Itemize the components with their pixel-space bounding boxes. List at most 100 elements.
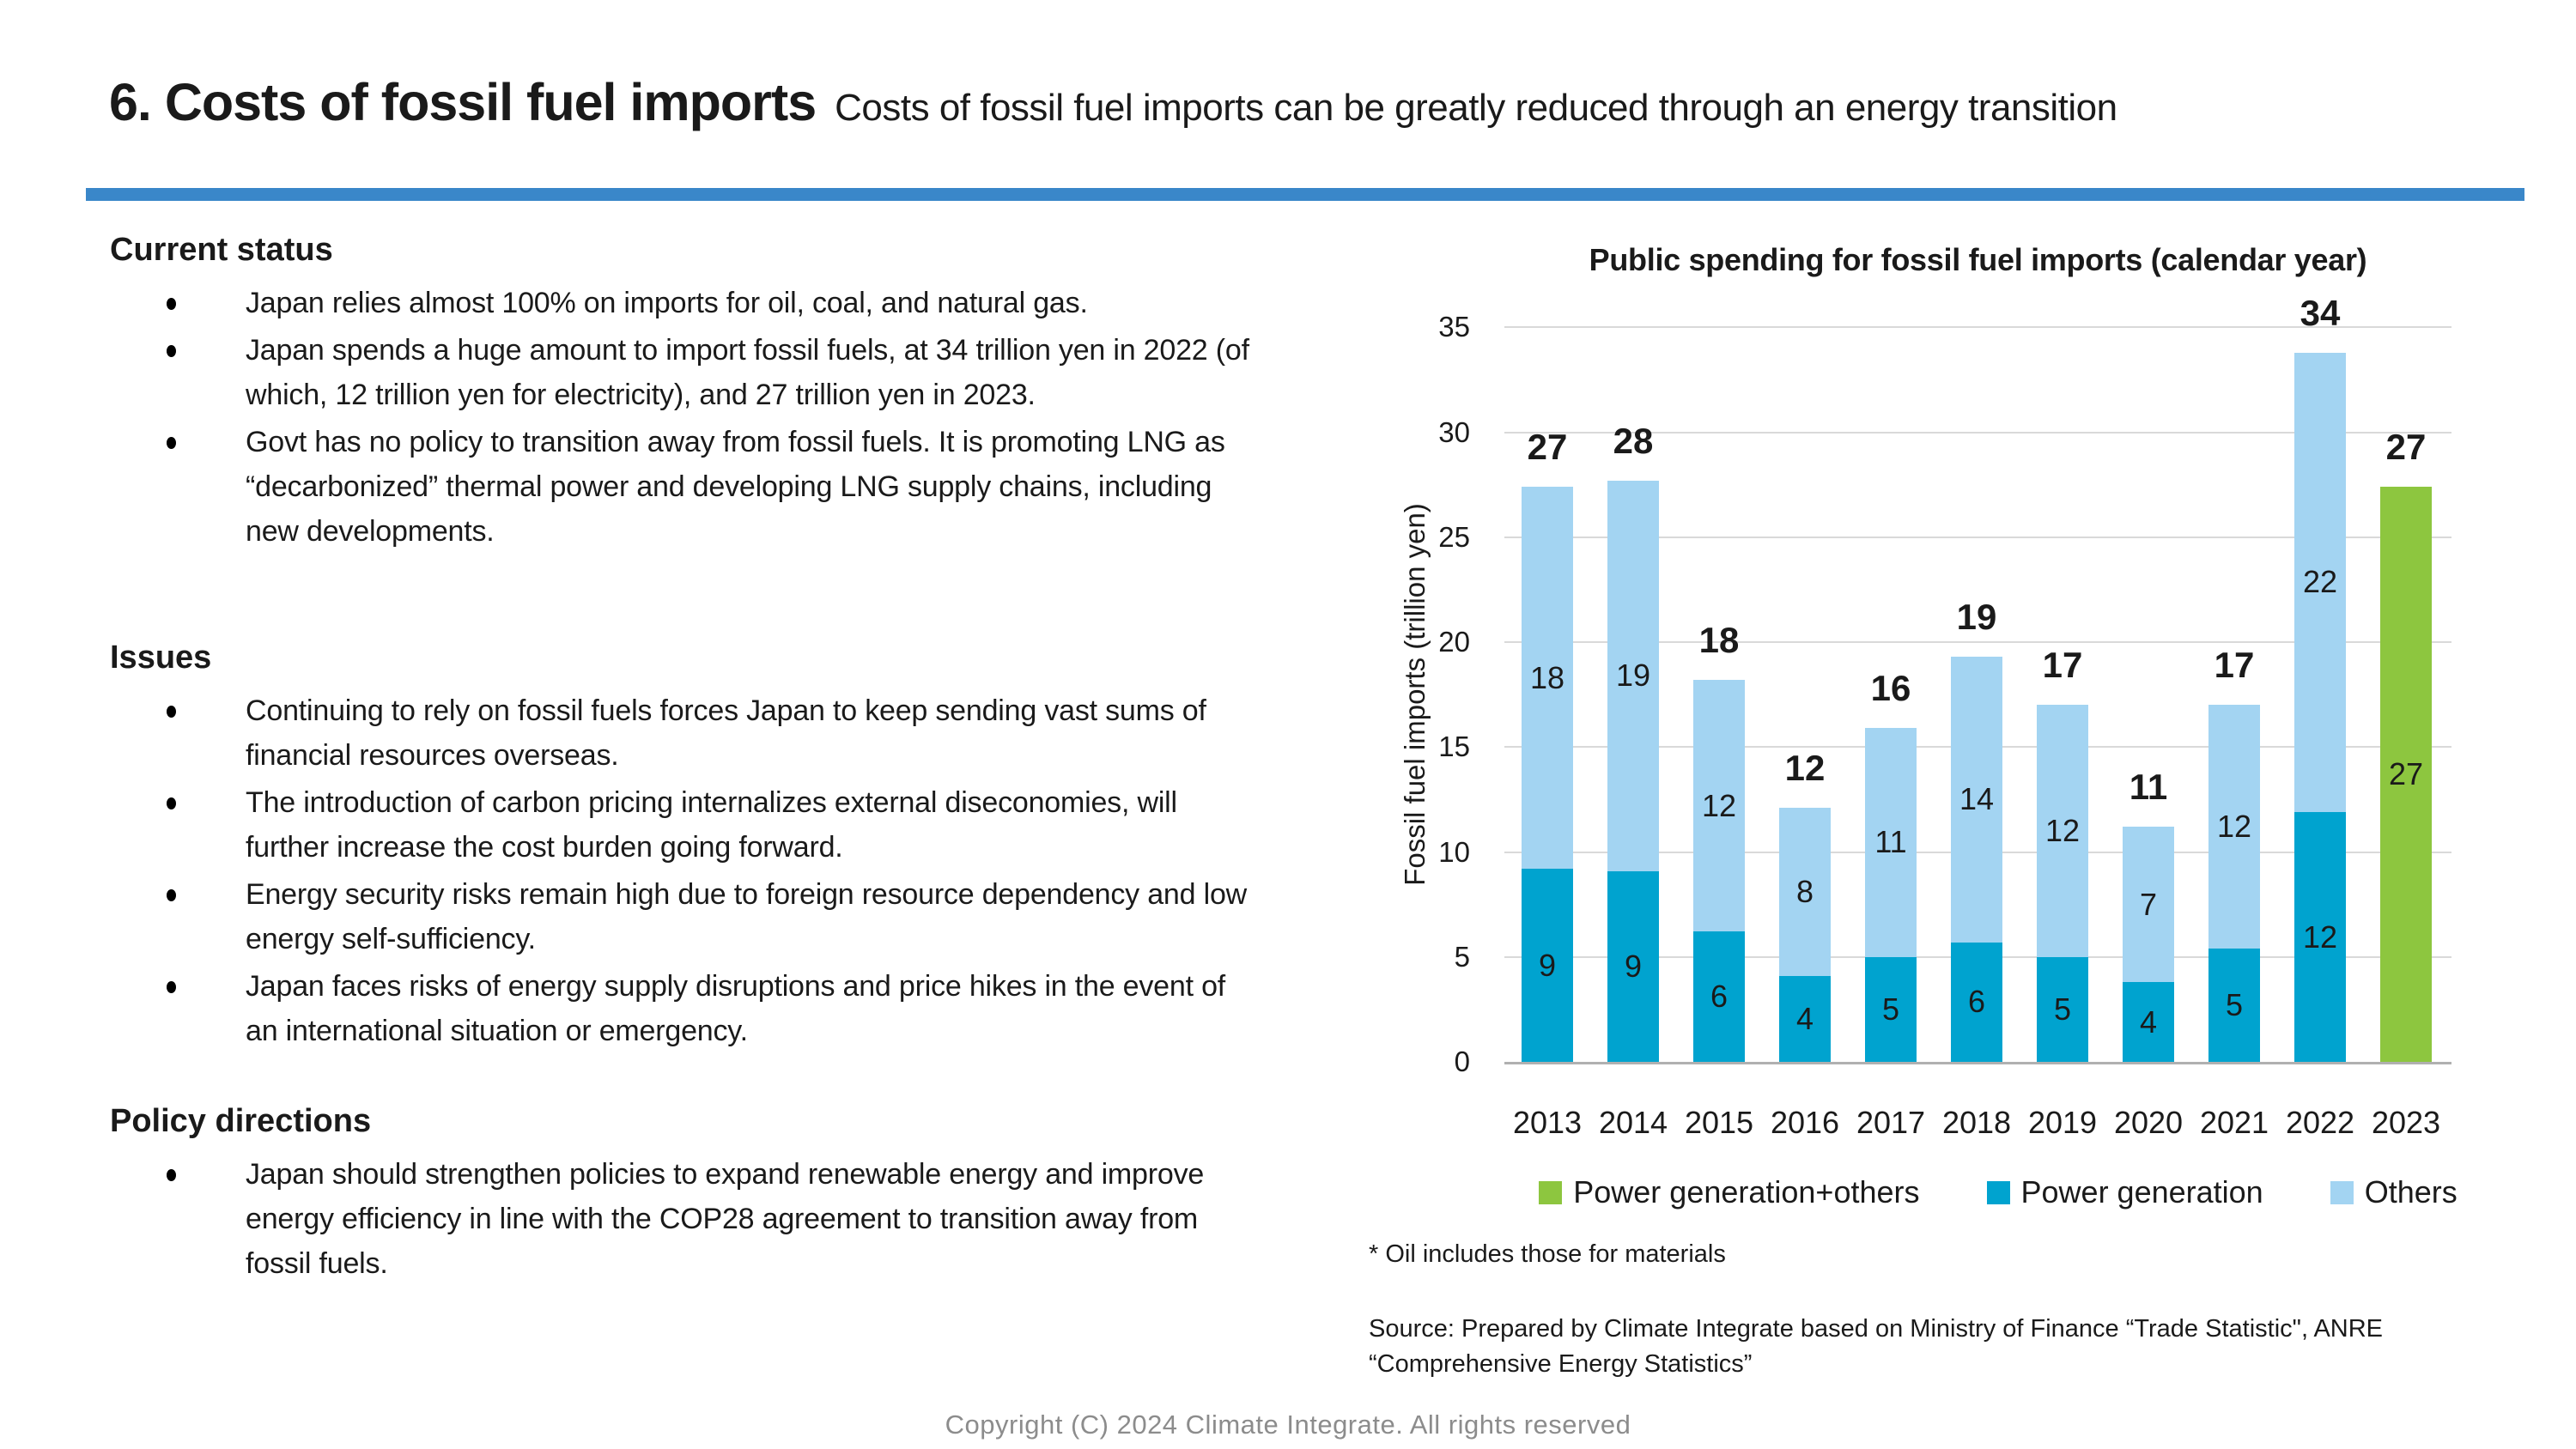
total-value-label: 17 <box>2214 645 2255 686</box>
current-status-list: Japan relies almost 100% on imports for … <box>110 281 1271 554</box>
segment-value-label: 5 <box>2053 991 2072 1027</box>
segment-value-label: 19 <box>1615 658 1651 694</box>
total-value-label: 12 <box>1784 748 1826 789</box>
bar-segment-others <box>1951 657 2002 943</box>
x-axis-tick: 2014 <box>1598 1105 1668 1140</box>
bar-segment-others <box>1693 680 1745 932</box>
bar-segment-power-generation <box>1522 869 1573 1062</box>
segment-value-label: 8 <box>1795 873 1814 909</box>
total-value-label: 17 <box>2042 645 2083 686</box>
x-axis-tick: 2020 <box>2113 1105 2184 1140</box>
segment-value-label: 4 <box>2139 1003 2158 1040</box>
y-axis-tick: 15 <box>1438 731 1470 763</box>
x-axis-line <box>1504 1062 2451 1064</box>
gridline <box>1504 431 2451 433</box>
total-value-label: 28 <box>1613 420 1654 461</box>
total-value-label: 27 <box>1527 427 1568 468</box>
segment-value-label: 6 <box>1710 979 1728 1015</box>
x-axis-tick: 2016 <box>1770 1105 1840 1140</box>
y-axis-tick: 0 <box>1454 1046 1470 1077</box>
bar-segment-power-generation <box>1693 931 1745 1062</box>
bar-segment-power-generation <box>1779 975 1831 1062</box>
x-axis-tick: 2013 <box>1512 1105 1583 1140</box>
legend-item-power-generation-plus-others: Power generation+others <box>1539 1174 1920 1210</box>
bar-segment-power-generation <box>1607 870 1659 1062</box>
bar-segment-others <box>1779 808 1831 976</box>
section-heading-current-status: Current status <box>110 232 333 268</box>
legend-label: Power generation+others <box>1573 1174 1920 1210</box>
page-subtitle: Costs of fossil fuel imports can be grea… <box>835 87 2117 129</box>
section-heading-policy-directions: Policy directions <box>110 1103 372 1139</box>
total-value-label: 34 <box>2300 292 2341 333</box>
gridline <box>1504 536 2451 538</box>
total-value-label: 27 <box>2385 427 2427 468</box>
x-axis-tick: 2023 <box>2371 1105 2441 1140</box>
segment-value-label: 12 <box>2302 919 2338 955</box>
segment-value-label: 4 <box>1795 1000 1814 1036</box>
total-value-label: 18 <box>1698 620 1740 660</box>
total-value-label: 16 <box>1870 668 1911 709</box>
legend-swatch-green <box>1539 1180 1563 1204</box>
copyright-notice: Copyright (C) 2024 Climate Integrate. Al… <box>945 1410 1631 1440</box>
bar-segment-power-generation <box>1865 956 1917 1062</box>
y-axis-tick: 10 <box>1438 835 1470 868</box>
segment-value-label: 5 <box>2225 986 2244 1022</box>
bullet-item: Japan should strengthen policies to expa… <box>110 1152 1255 1286</box>
gridline <box>1504 641 2451 643</box>
chart-source-line2: “Comprehensive Energy Statistics” <box>1369 1350 1753 1378</box>
bullet-item: Japan spends a huge amount to import fos… <box>110 328 1255 417</box>
chart-footnote: * Oil includes those for materials <box>1369 1240 1726 1268</box>
bar-segment-power-generation <box>2208 948 2260 1062</box>
y-axis-title: Fossil fuel imports (trillion yen) <box>1399 503 1431 886</box>
legend-item-others: Others <box>2330 1174 2458 1210</box>
segment-value-label: 22 <box>2302 564 2338 600</box>
segment-value-label: 7 <box>2139 886 2158 922</box>
bar-segment-others <box>1607 480 1659 871</box>
bullet-item: Energy security risks remain high due to… <box>110 872 1255 961</box>
x-axis-tick: 2015 <box>1684 1105 1754 1140</box>
segment-value-label: 12 <box>2044 813 2081 849</box>
bullet-item: The introduction of carbon pricing inter… <box>110 780 1255 870</box>
bar-segment-others <box>2208 705 2260 949</box>
bar-segment-others <box>2294 352 2346 813</box>
legend-item-power-generation: Power generation <box>1986 1174 2263 1210</box>
segment-value-label: 9 <box>1624 948 1643 984</box>
y-axis-tick: 25 <box>1438 520 1470 553</box>
x-axis-tick: 2021 <box>2199 1105 2269 1140</box>
chart-title: Public spending for fossil fuel imports … <box>1589 242 2367 277</box>
bar-segment-others <box>2037 705 2088 957</box>
total-value-label: 11 <box>2129 767 2168 808</box>
bar-segment-others <box>1522 487 1573 870</box>
chart-legend: Power generation+others Power generation… <box>1504 1174 2492 1210</box>
y-axis-tick: 20 <box>1438 626 1470 658</box>
bullet-item: Japan faces risks of energy supply disru… <box>110 964 1255 1053</box>
x-axis-tick: 2018 <box>1941 1105 2012 1140</box>
segment-value-label: 12 <box>2216 809 2252 845</box>
x-axis-tick: 2017 <box>1856 1105 1926 1140</box>
section-heading-issues: Issues <box>110 640 212 676</box>
gridline <box>1504 326 2451 329</box>
issues-list: Continuing to rely on fossil fuels force… <box>110 688 1271 1053</box>
bar-segment-others <box>1865 728 1917 957</box>
bullet-item: Continuing to rely on fossil fuels force… <box>110 688 1255 778</box>
text-column: Current status Japan relies almost 100% … <box>110 232 1271 1288</box>
y-axis-tick: 30 <box>1438 415 1470 448</box>
segment-value-label: 11 <box>1874 824 1907 860</box>
bar-segment-power-generation <box>2037 956 2088 1062</box>
bullet-item: Japan relies almost 100% on imports for … <box>110 281 1255 325</box>
bar-segment-power-generation <box>2294 812 2346 1062</box>
segment-value-label: 14 <box>1959 781 1995 817</box>
policy-directions-list: Japan should strengthen policies to expa… <box>110 1152 1271 1286</box>
fossil-fuel-imports-chart: Public spending for fossil fuel imports … <box>1365 223 2576 1449</box>
segment-value-label: 9 <box>1538 947 1557 983</box>
header-divider <box>86 188 2524 201</box>
legend-label: Power generation <box>2020 1174 2263 1210</box>
page-title: 6. Costs of fossil fuel imports <box>109 73 817 131</box>
x-axis-tick: 2019 <box>2027 1105 2098 1140</box>
total-value-label: 19 <box>1956 597 1997 638</box>
segment-value-label: 27 <box>2388 756 2424 792</box>
bar-segment-power-generation <box>1951 942 2002 1062</box>
legend-label: Others <box>2364 1174 2458 1210</box>
legend-swatch-lightblue <box>2330 1180 2354 1204</box>
bar-segment-power-generation-plus-others <box>2380 487 2432 1062</box>
